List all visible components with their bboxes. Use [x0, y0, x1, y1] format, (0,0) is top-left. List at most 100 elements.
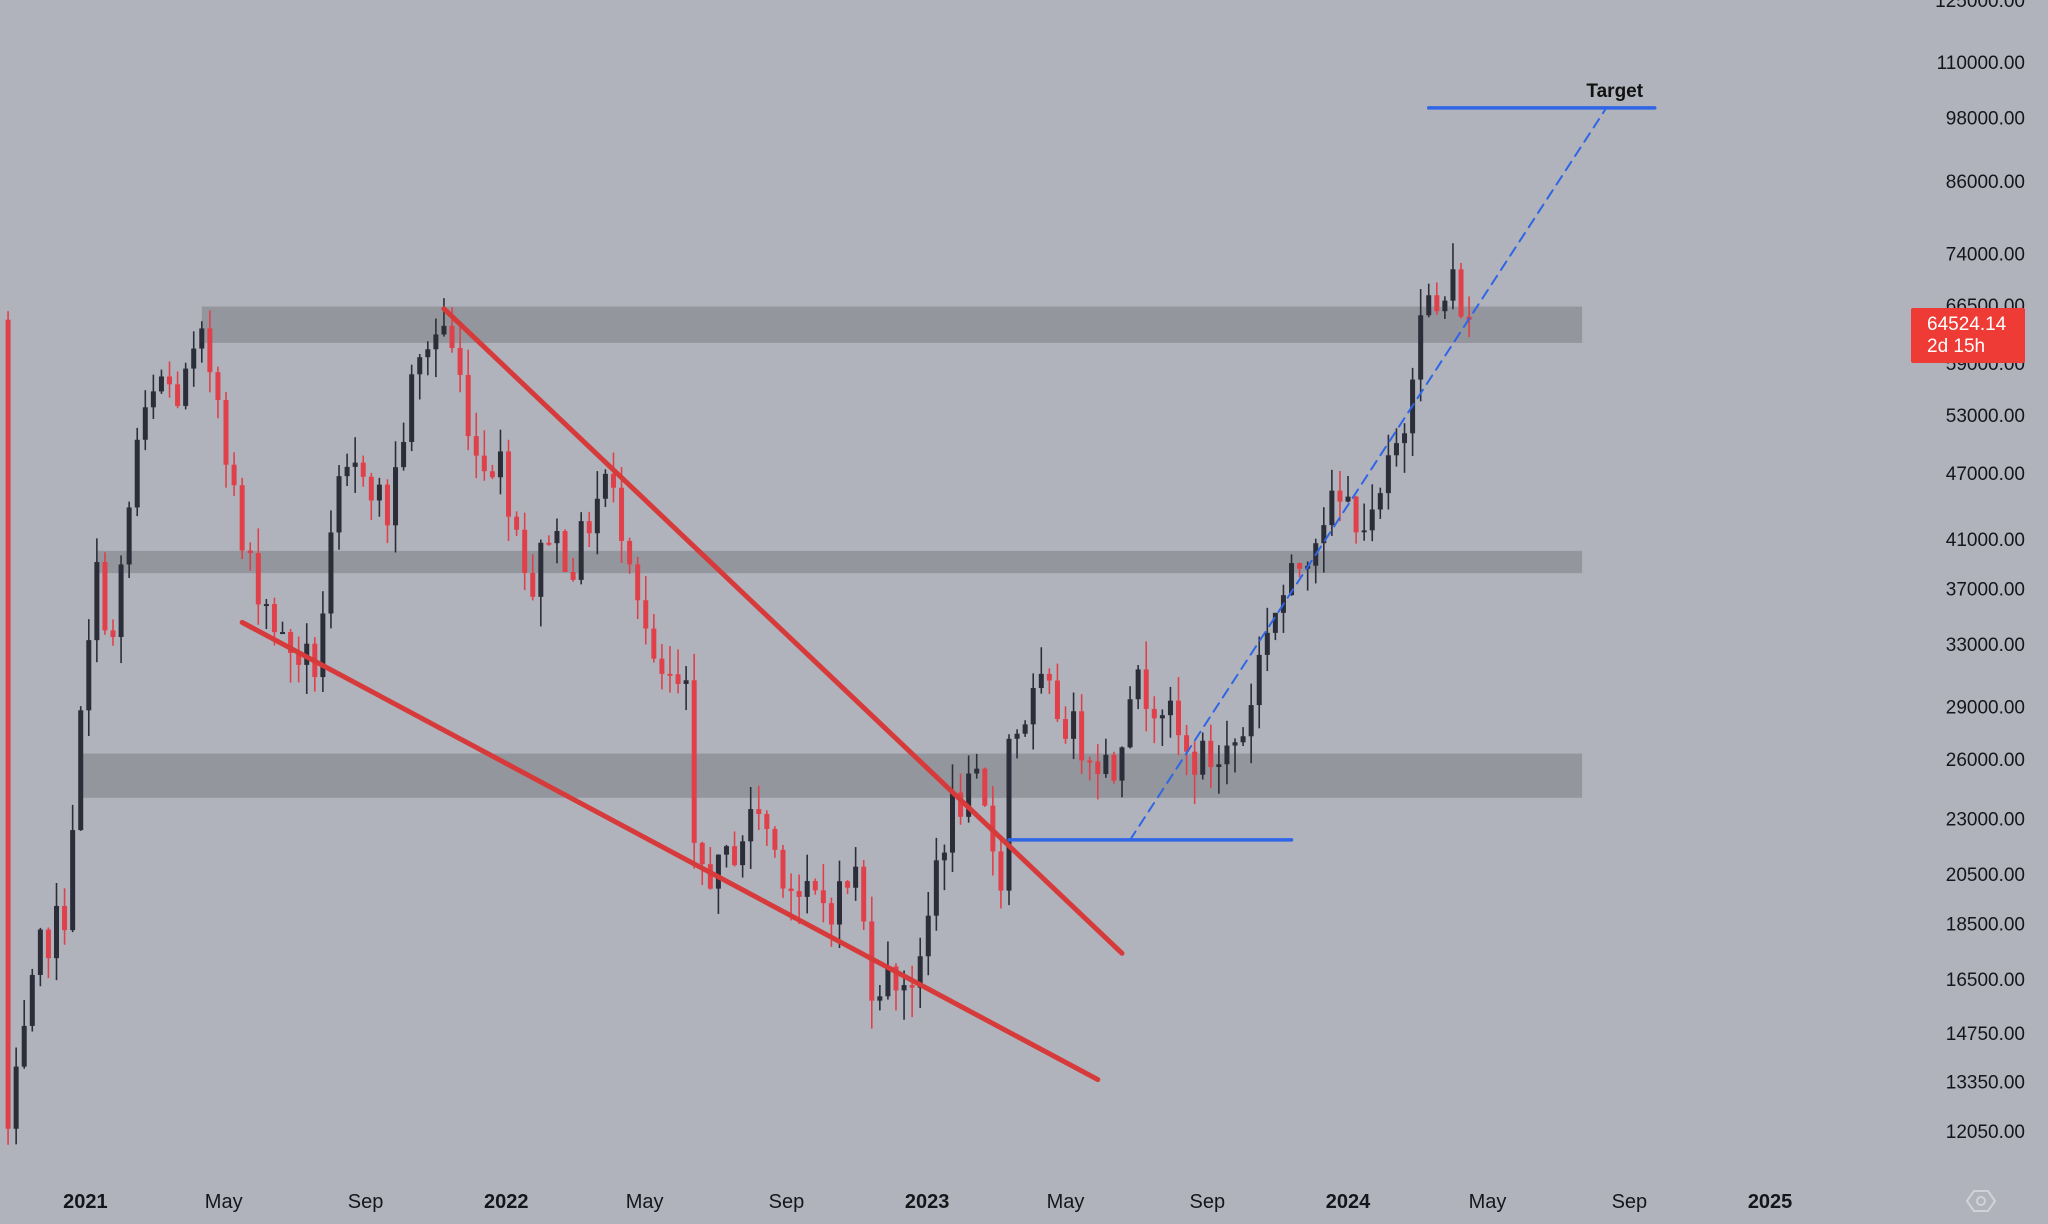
- x-tick-label: 2025: [1748, 1191, 1793, 1213]
- candle-up: [409, 364, 415, 452]
- candle-body: [828, 903, 834, 925]
- candle-up: [933, 837, 939, 931]
- candle-body: [191, 348, 197, 369]
- candle-down: [998, 834, 1004, 909]
- candle-body: [1458, 269, 1464, 317]
- candle-body: [998, 851, 1004, 891]
- x-tick-label: Sep: [1190, 1191, 1226, 1213]
- candle-up: [191, 331, 197, 387]
- candle-up: [1289, 554, 1295, 596]
- candle-up: [401, 422, 407, 471]
- candle-down: [489, 464, 495, 480]
- candle-body: [667, 673, 673, 676]
- candle-up: [1256, 636, 1262, 729]
- candle-body: [376, 484, 382, 501]
- candle-up: [78, 706, 84, 831]
- candle-body: [715, 854, 721, 889]
- candle-up: [1426, 283, 1432, 318]
- y-tick-label: 74000.00: [1946, 244, 2025, 265]
- candle-body: [530, 572, 536, 597]
- candle-body: [756, 809, 762, 815]
- candle-down: [643, 576, 649, 645]
- candle-body: [796, 891, 802, 897]
- candle-body: [1159, 715, 1165, 719]
- candle-up: [150, 374, 156, 420]
- x-tick-label: Sep: [769, 1191, 805, 1213]
- candle-body: [368, 476, 374, 501]
- candle-up: [425, 341, 431, 376]
- candle-down: [982, 767, 988, 807]
- candle-up: [441, 298, 447, 337]
- candle-down: [530, 554, 536, 601]
- candle-body: [619, 487, 625, 541]
- candle-up: [1224, 720, 1230, 785]
- candle-body: [925, 915, 931, 957]
- settings-hexagon-icon[interactable]: [1966, 1186, 1996, 1216]
- candle-body: [893, 966, 899, 991]
- candle-down: [167, 361, 173, 398]
- candle-down: [1087, 756, 1093, 781]
- y-tick-label: 23000.00: [1946, 809, 2025, 830]
- x-tick-label: May: [626, 1191, 664, 1213]
- candle-down: [506, 439, 512, 541]
- candle-up: [417, 354, 423, 400]
- candle-down: [570, 557, 576, 582]
- candle-up: [1418, 289, 1424, 402]
- candle-up: [280, 621, 286, 635]
- y-tick-label: 53000.00: [1946, 406, 2025, 427]
- candle-up: [1038, 647, 1044, 694]
- x-axis[interactable]: 2021 May Sep 2022 May Sep 2023 May Sep 2024 May Sep…: [63, 1191, 1792, 1213]
- candle-body: [360, 462, 366, 477]
- projection-line: [1129, 106, 1608, 841]
- candle-up: [1272, 612, 1278, 641]
- candle-up: [1329, 469, 1335, 536]
- candle-body: [29, 974, 35, 1026]
- candle-body: [586, 521, 592, 534]
- candle-body: [118, 564, 124, 638]
- candle-up: [497, 429, 503, 495]
- candle-body: [1006, 738, 1012, 891]
- candle-down: [368, 472, 374, 521]
- target-label: Target: [1586, 81, 1643, 102]
- candle-up: [949, 764, 955, 873]
- candle-up: [578, 512, 584, 585]
- candle-body: [1369, 509, 1375, 531]
- trendlines[interactable]: [239, 106, 1657, 1083]
- candle-body: [812, 881, 818, 891]
- candle-body: [643, 600, 649, 629]
- candle-up: [1071, 692, 1077, 760]
- candle-body: [610, 473, 616, 488]
- candle-down: [1184, 724, 1190, 776]
- candle-body: [497, 451, 503, 478]
- candle-body: [941, 852, 947, 861]
- candle-body: [1200, 740, 1206, 775]
- x-tick-label: 2022: [484, 1191, 529, 1213]
- candle-up: [142, 390, 148, 451]
- candle-up: [344, 453, 350, 487]
- last-price: 64524.14: [1927, 314, 2007, 335]
- y-axis[interactable]: 125000.00 110000.00 98000.00 86000.00 74000.…: [1935, 0, 2025, 1143]
- candle-body: [167, 376, 173, 385]
- x-tick-label: 2024: [1326, 1191, 1371, 1213]
- candle-up: [183, 362, 189, 410]
- candle-body: [1046, 673, 1052, 681]
- y-tick-label: 12050.00: [1946, 1122, 2025, 1143]
- candle-up: [538, 539, 544, 627]
- candle-up: [1450, 243, 1456, 310]
- y-tick-label: 33000.00: [1946, 635, 2025, 656]
- candle-down: [651, 614, 657, 663]
- candle-down: [699, 841, 705, 886]
- candle-body: [1038, 673, 1044, 688]
- candle-body: [134, 439, 140, 508]
- candle-up: [925, 892, 931, 976]
- y-tick-label: 125000.00: [1935, 0, 2025, 12]
- candle-down: [627, 537, 633, 574]
- candle-up: [1216, 745, 1222, 794]
- candle-down: [675, 649, 681, 694]
- candle-down: [1208, 724, 1214, 788]
- candle-body: [393, 467, 399, 526]
- candle-down: [1063, 706, 1069, 744]
- candle-body: [691, 680, 697, 843]
